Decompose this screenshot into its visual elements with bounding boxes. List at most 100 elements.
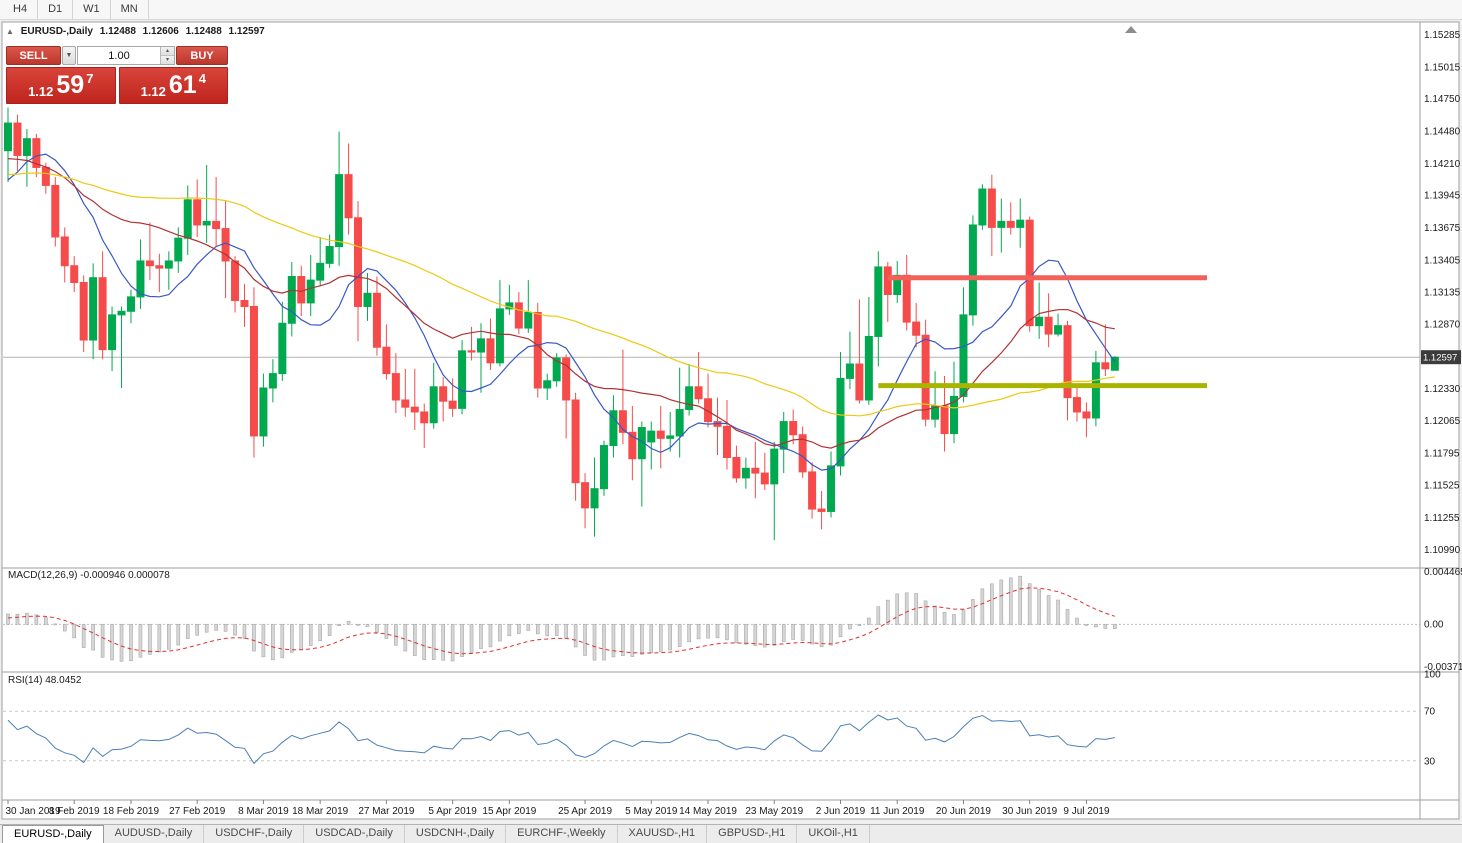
sell-button[interactable]: SELL xyxy=(6,46,61,65)
macd-histogram-bar xyxy=(469,624,474,654)
candle xyxy=(1110,356,1119,371)
macd-histogram-bar xyxy=(1084,624,1089,626)
candle xyxy=(827,465,836,512)
macd-histogram-bar xyxy=(346,621,351,625)
candle xyxy=(940,405,949,435)
chart-tab-gbpusd-h1[interactable]: GBPUSD-,H1 xyxy=(707,825,798,843)
macd-histogram-bar xyxy=(412,624,417,656)
candle xyxy=(22,138,31,156)
chart-tab-ukoil-h1[interactable]: UKOil-,H1 xyxy=(797,825,870,843)
timeframe-button-h4[interactable]: H4 xyxy=(3,0,39,19)
macd-histogram-bar xyxy=(971,599,975,625)
candle xyxy=(174,237,183,262)
macd-histogram-bar xyxy=(980,588,985,625)
candle xyxy=(1044,316,1053,335)
macd-histogram-bar xyxy=(148,624,152,655)
order-type-dropdown[interactable]: ▼ xyxy=(62,46,76,65)
candle xyxy=(590,488,599,509)
macd-signal-line xyxy=(7,587,1115,655)
macd-histogram-bar xyxy=(204,624,209,633)
timeframe-button-w1[interactable]: W1 xyxy=(73,0,111,19)
rsi-axis-label: 100 xyxy=(1424,670,1441,681)
chart-ohlc-header: ▲ EURUSD-,Daily 1.12488 1.12606 1.12488 … xyxy=(6,26,269,37)
candle xyxy=(420,411,429,424)
chart-tab-eurchf-weekly[interactable]: EURCHF-,Weekly xyxy=(506,825,618,843)
chart-tab-usdcnh-daily[interactable]: USDCNH-,Daily xyxy=(405,825,507,843)
candle xyxy=(1101,362,1110,370)
candle xyxy=(145,260,154,267)
candle xyxy=(60,236,69,267)
timeframe-button-d1[interactable]: D1 xyxy=(38,0,74,19)
candle xyxy=(978,188,987,226)
macd-histogram-bar xyxy=(640,624,644,655)
volume-increase-button[interactable]: ▴ xyxy=(161,47,174,56)
candle xyxy=(1063,325,1072,399)
ma-10-line xyxy=(7,153,1116,471)
candle xyxy=(808,471,817,510)
sell-price-display[interactable]: 1.12 59 7 xyxy=(6,67,116,104)
candle xyxy=(1025,219,1034,327)
collapse-panel-icon[interactable]: ▲ xyxy=(6,27,14,36)
candle xyxy=(193,199,202,226)
candle xyxy=(1016,219,1025,228)
close-value: 1.12597 xyxy=(228,26,265,37)
rsi-panel xyxy=(3,710,1420,765)
ma-22-line xyxy=(7,158,1115,449)
chart-tab-usdchf-daily[interactable]: USDCHF-,Daily xyxy=(204,825,305,843)
macd-histogram-bar xyxy=(195,624,199,636)
macd-histogram-bar xyxy=(308,624,313,646)
candle xyxy=(1035,316,1044,327)
one-click-trading-panel: SELL ▼ 1.00 ▴ ▾ BUY 1.12 59 7 1.12 61 4 xyxy=(6,46,228,104)
chart-shift-marker[interactable] xyxy=(1125,26,1137,33)
price-axis-label: 1.13405 xyxy=(1424,255,1461,266)
price-axis-label: 1.15285 xyxy=(1424,30,1461,41)
macd-histogram-bar xyxy=(72,624,77,639)
macd-histogram-bar xyxy=(696,624,701,640)
macd-histogram-bar xyxy=(365,624,370,627)
macd-histogram-bar xyxy=(1075,617,1079,625)
price-axis-label: 1.15015 xyxy=(1424,62,1461,73)
macd-histogram-bar xyxy=(876,606,881,625)
candle xyxy=(789,421,798,436)
date-label: 18 Feb 2019 xyxy=(103,806,160,817)
candle xyxy=(997,220,1006,228)
timeframe-button-mn[interactable]: MN xyxy=(111,0,149,19)
price-axis-label: 1.14750 xyxy=(1424,94,1461,105)
macd-histogram-bar xyxy=(753,624,758,646)
symbol-label: EURUSD-,Daily xyxy=(20,26,93,37)
candles-layer[interactable] xyxy=(4,107,1119,541)
volume-input[interactable]: 1.00 ▴ ▾ xyxy=(77,46,175,65)
volume-decrease-button[interactable]: ▾ xyxy=(161,56,174,64)
macd-histogram-bar xyxy=(734,624,739,644)
macd-histogram-bar xyxy=(583,624,587,656)
horizontal-level-lines[interactable] xyxy=(878,275,1207,389)
chart-tab-xauusd-h1[interactable]: XAUUSD-,H1 xyxy=(618,825,708,843)
candle xyxy=(240,299,249,307)
price-axis[interactable]: 1.15285 1.15015 1.14750 1.14480 1.14210 1.139… xyxy=(1421,30,1461,556)
panel-separators[interactable] xyxy=(2,22,1459,819)
macd-histogram-bar xyxy=(167,624,171,650)
candle xyxy=(363,292,372,307)
candle xyxy=(912,321,921,336)
candle xyxy=(571,399,580,484)
buy-price-display[interactable]: 1.12 61 4 xyxy=(118,67,228,104)
macd-histogram-bar xyxy=(687,624,691,643)
macd-histogram-bar xyxy=(1094,624,1098,628)
macd-histogram-bar xyxy=(185,624,190,639)
macd-histogram-bar xyxy=(819,624,824,648)
buy-button[interactable]: BUY xyxy=(176,46,228,65)
macd-histogram-bar xyxy=(44,617,48,625)
rsi-label: RSI(14) 48.0452 xyxy=(8,675,82,686)
candle xyxy=(439,386,448,402)
macd-histogram-bar xyxy=(1037,589,1041,625)
macd-histogram-bar xyxy=(658,624,663,652)
chart-tab-eurusd-daily[interactable]: EURUSD-,Daily xyxy=(2,825,104,843)
candle xyxy=(79,282,88,341)
chart-tab-audusd-daily[interactable]: AUDUSD-,Daily xyxy=(104,825,205,843)
chart-tab-usdcad-daily[interactable]: USDCAD-,Daily xyxy=(304,825,405,843)
candle xyxy=(249,305,258,437)
candle xyxy=(126,296,135,312)
candle xyxy=(13,122,22,156)
